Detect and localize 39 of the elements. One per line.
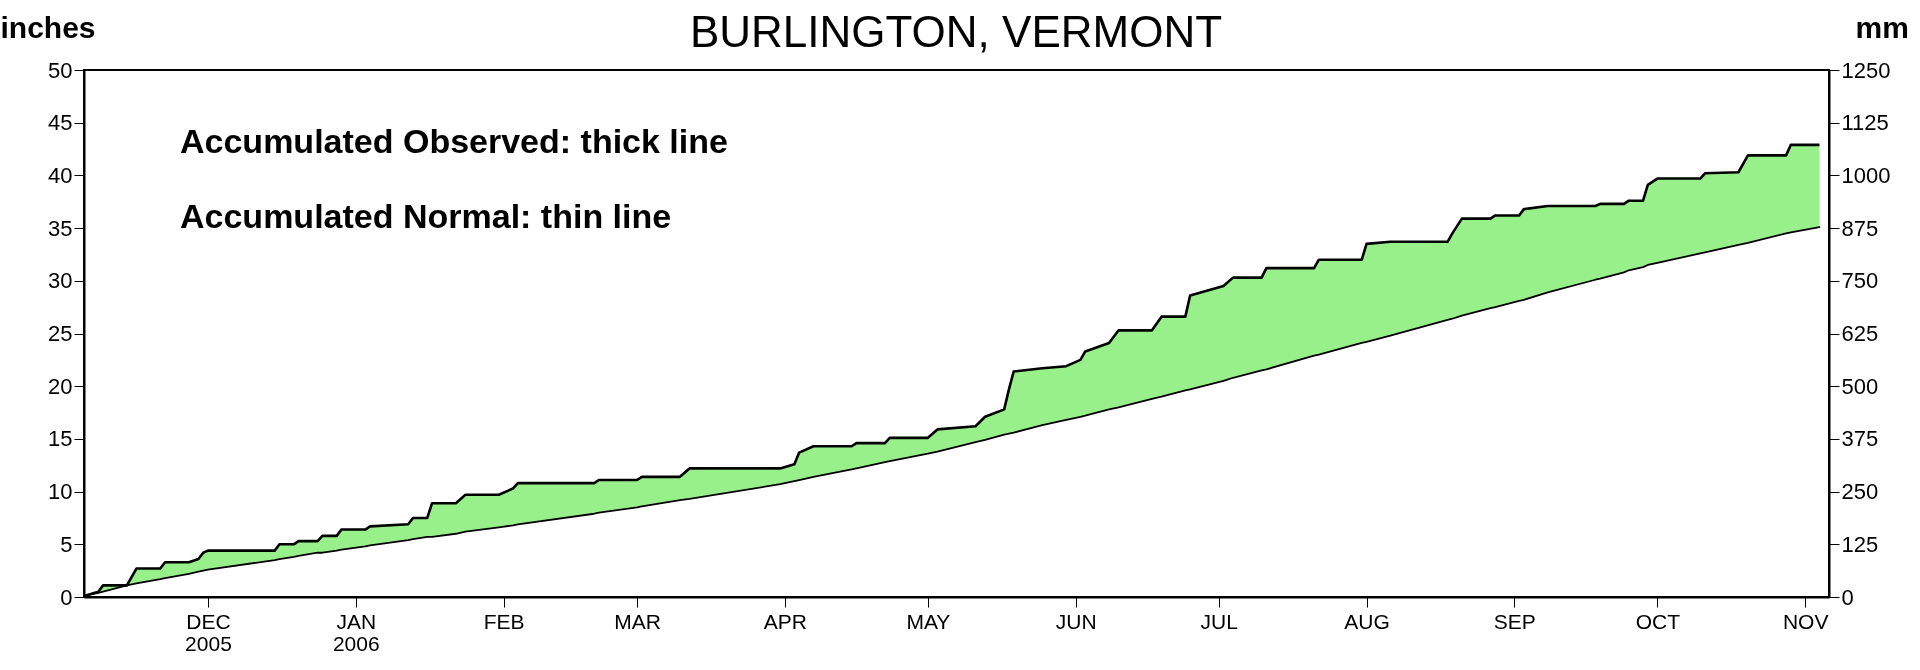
y-tick-label: 40 bbox=[48, 162, 73, 188]
y-axis-title: inches bbox=[0, 10, 96, 44]
y2-axis-title: mm bbox=[1855, 10, 1909, 44]
x-tick-label: JUL bbox=[1200, 609, 1238, 633]
annotation: Accumulated Normal: thin line bbox=[180, 197, 672, 235]
y-tick-label: 5 bbox=[60, 531, 73, 557]
chart-title: BURLINGTON, VERMONT bbox=[689, 7, 1223, 56]
y2-tick-label: 875 bbox=[1841, 215, 1879, 241]
y2-tick-label: 625 bbox=[1841, 321, 1879, 346]
x-tick-label: JUN bbox=[1055, 609, 1097, 633]
x-tick-label: OCT bbox=[1635, 609, 1681, 633]
annotation: Accumulated Observed: thick line bbox=[180, 122, 728, 160]
x-tick-label: MAR bbox=[614, 609, 661, 633]
x-tick-label: NOV bbox=[1782, 609, 1829, 633]
x-tick-label: JAN 2006 bbox=[332, 609, 380, 655]
y-tick-label: 0 bbox=[60, 584, 73, 610]
y2-tick-label: 0 bbox=[1841, 584, 1854, 610]
x-tick-label: DEC 2005 bbox=[185, 609, 232, 655]
y-tick-label: 35 bbox=[48, 215, 73, 241]
x-tick-label: FEB bbox=[483, 609, 525, 633]
y-tick-label: 30 bbox=[48, 268, 73, 294]
x-tick-label: APR bbox=[763, 609, 807, 633]
y2-tick-label: 125 bbox=[1841, 531, 1879, 557]
y2-tick-label: 1250 bbox=[1841, 57, 1891, 83]
y2-tick-label: 375 bbox=[1841, 426, 1879, 452]
y-tick-label: 50 bbox=[48, 57, 73, 83]
y2-tick-label: 1000 bbox=[1841, 162, 1891, 188]
y-tick-label: 25 bbox=[48, 321, 73, 346]
x-tick-label: AUG bbox=[1344, 609, 1390, 633]
y-tick-label: 20 bbox=[48, 373, 73, 399]
y-tick-label: 45 bbox=[48, 110, 73, 136]
y2-tick-label: 250 bbox=[1841, 479, 1879, 505]
y2-tick-label: 500 bbox=[1841, 373, 1879, 399]
y2-tick-label: 750 bbox=[1841, 268, 1879, 294]
y-tick-label: 15 bbox=[48, 426, 73, 452]
y-tick-label: 10 bbox=[48, 479, 73, 505]
y2-tick-label: 1125 bbox=[1841, 110, 1889, 136]
x-tick-label: SEP bbox=[1493, 609, 1536, 633]
x-tick-label: MAY bbox=[906, 609, 951, 633]
